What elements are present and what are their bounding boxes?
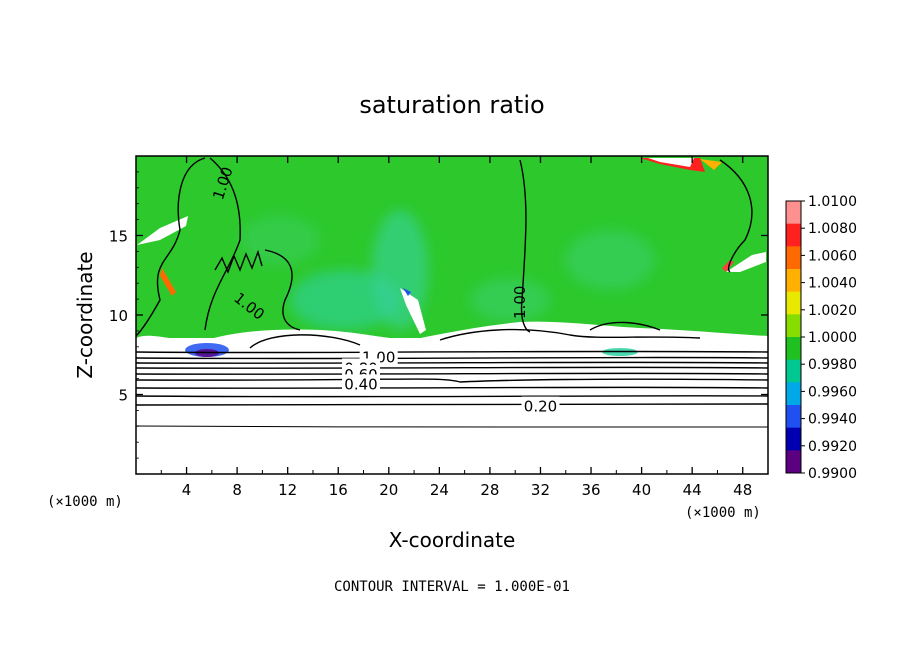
colorbar-label: 0.9960 — [808, 384, 857, 400]
colorbar-swatch — [786, 291, 801, 315]
y-tick-label: 15 — [109, 228, 128, 246]
colorbar-label: 1.0080 — [808, 221, 857, 237]
colorbar-label: 1.0100 — [808, 194, 857, 210]
x-tick-label: 28 — [480, 481, 499, 499]
x-tick-label: 8 — [232, 481, 242, 499]
colorbar-label: 1.0000 — [808, 330, 857, 346]
supersaturated-streaks — [137, 158, 766, 334]
x-tick-label: 48 — [733, 481, 752, 499]
field-patches — [240, 210, 655, 330]
x-tick-label: 16 — [329, 481, 348, 499]
colorbar-swatch — [786, 246, 801, 270]
colorbar-label: 0.9980 — [808, 357, 857, 373]
colorbar-swatch — [786, 427, 801, 451]
colorbar-label: 1.0060 — [808, 248, 857, 264]
contour-label: 0.20 — [524, 398, 557, 416]
colorbar-label: 0.9940 — [808, 412, 857, 428]
colorbar-swatch — [786, 223, 801, 247]
contour-lines — [136, 157, 768, 428]
x-tick-label: 44 — [683, 481, 702, 499]
colorbar-label: 1.0020 — [808, 303, 857, 319]
contour-label-group: 0.20 — [521, 396, 560, 416]
contour-label: 1.00 — [511, 286, 529, 319]
colorbar-label: 0.9900 — [808, 466, 857, 482]
contour-labels: 1.001.001.001.000.800.600.400.20 — [209, 165, 560, 416]
contour-label-group: 1.00 — [511, 286, 529, 319]
y-axis: 5 10 15 — [109, 171, 768, 459]
x-tick-label: 24 — [430, 481, 449, 499]
contour-label: 0.40 — [344, 375, 377, 393]
contour-label-bg — [341, 374, 380, 392]
colorbar: 1.0100 1.0080 1.0060 1.0040 1.0020 1.0000 0.99… — [785, 194, 857, 482]
contour-interval-note: CONTOUR INTERVAL = 1.000E-01 — [334, 579, 570, 595]
colorbar-swatch — [786, 405, 801, 429]
saturated-region — [136, 156, 768, 338]
x-tick-label: 12 — [278, 481, 297, 499]
chart-title: saturation ratio — [359, 91, 544, 119]
x-tick-label: 36 — [581, 481, 600, 499]
x-tick-label: 4 — [182, 481, 192, 499]
plot-area: 1.001.001.001.000.800.600.400.20 — [136, 156, 768, 474]
colorbar-label: 0.9920 — [808, 439, 857, 455]
x-tick-label: 40 — [632, 481, 651, 499]
colorbar-swatch — [786, 201, 801, 225]
y-axis-label: Z-coordinate — [73, 251, 97, 378]
colorbar-label: 1.0040 — [808, 276, 857, 292]
y-tick-label: 10 — [109, 307, 128, 325]
x-tick-label: 20 — [379, 481, 398, 499]
x-axis: 4 8 12 16 20 24 28 32 36 40 44 48 — [160, 156, 752, 499]
y-tick-label: 5 — [118, 387, 128, 405]
x-tick-label: 32 — [531, 481, 550, 499]
colorbar-swatch — [786, 450, 801, 474]
colorbar-swatch — [786, 314, 801, 338]
contour-label-group: 0.40 — [341, 374, 380, 393]
colorbar-swatch — [786, 359, 801, 383]
x-unit-right: (×1000 m) — [685, 505, 761, 521]
contour-label-bg — [521, 396, 560, 414]
colorbar-swatch — [786, 382, 801, 406]
x-axis-label: X-coordinate — [389, 528, 516, 552]
colorbar-swatch — [786, 269, 801, 293]
x-unit-left: (×1000 m) — [47, 494, 123, 510]
colorbar-swatch — [786, 337, 801, 361]
